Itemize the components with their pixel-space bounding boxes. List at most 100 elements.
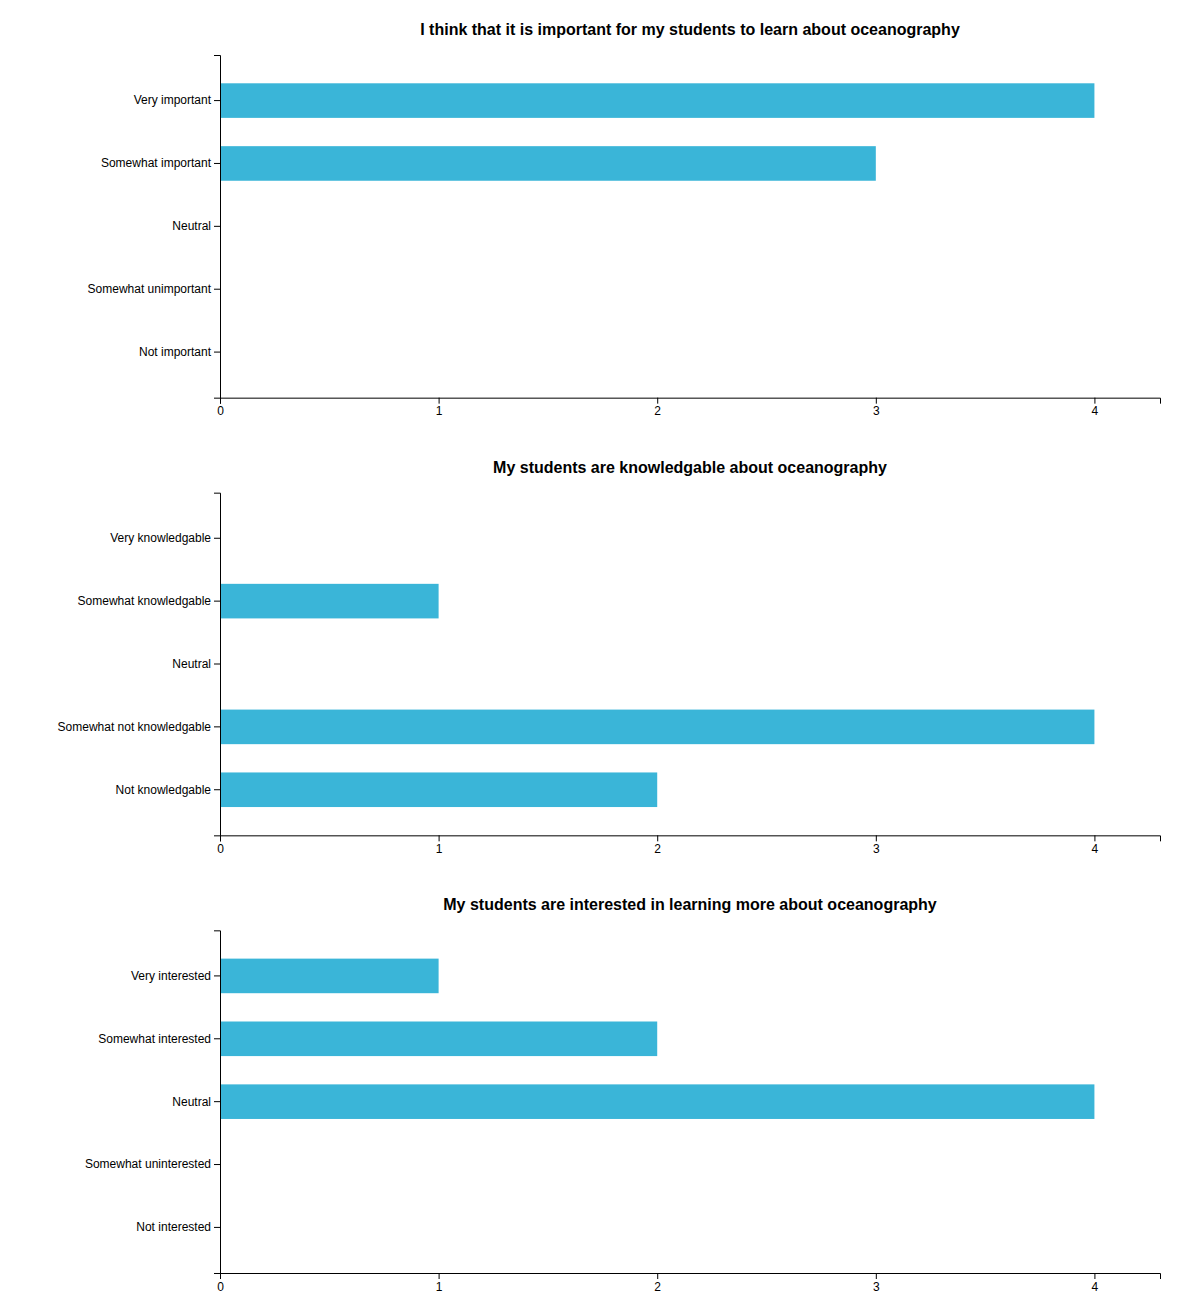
x-tick: 3 bbox=[873, 835, 880, 856]
y-tick-mark bbox=[214, 1101, 220, 1102]
y-tick-label: Neutral bbox=[172, 657, 211, 671]
y-tick-mark bbox=[214, 1227, 220, 1228]
y-tick-label: Very knowledgable bbox=[110, 531, 211, 545]
x-tick: 4 bbox=[1092, 1273, 1099, 1294]
x-axis: 0 1 2 3 4 bbox=[217, 835, 1160, 856]
bar bbox=[220, 959, 439, 994]
y-tick-label: Very important bbox=[134, 93, 212, 107]
y-axis-line bbox=[214, 931, 221, 1274]
y-tick: Neutral bbox=[172, 657, 220, 671]
y-tick: Somewhat uninterested bbox=[85, 1157, 220, 1171]
x-tick-mark bbox=[876, 835, 877, 841]
x-tick-mark bbox=[439, 835, 440, 841]
x-tick: 4 bbox=[1092, 835, 1099, 856]
y-tick-label: Somewhat important bbox=[101, 156, 212, 170]
y-tick-label: Somewhat not knowledgable bbox=[58, 720, 212, 734]
x-tick-mark bbox=[439, 398, 440, 404]
panel: 01234Very importantSomewhat importantNeu… bbox=[88, 21, 1161, 418]
y-tick-mark bbox=[214, 352, 220, 353]
y-tick-label: Very interested bbox=[131, 969, 211, 983]
x-tick-label: 0 bbox=[217, 842, 224, 856]
x-tick-label: 4 bbox=[1092, 404, 1099, 418]
plot-area: 0 1 2 3 4 Very knowledgable Somewhat knowledga… bbox=[58, 493, 1161, 856]
x-tick-mark bbox=[657, 1273, 658, 1279]
x-tick: 1 bbox=[436, 1273, 443, 1294]
x-axis-line bbox=[221, 1274, 1161, 1280]
x-tick-mark bbox=[876, 398, 877, 404]
x-tick-label: 0 bbox=[217, 1280, 224, 1294]
chart-title: My students are interested in learning m… bbox=[443, 896, 937, 913]
y-tick-label: Somewhat unimportant bbox=[88, 282, 212, 296]
x-tick-label: 1 bbox=[436, 404, 443, 418]
bar bbox=[220, 710, 1094, 745]
y-tick: Not knowledgable bbox=[116, 783, 220, 797]
plot-area: 01234Very importantSomewhat importantNeu… bbox=[88, 56, 1161, 419]
x-tick: 3 bbox=[873, 1273, 880, 1294]
x-tick-mark bbox=[1094, 835, 1095, 841]
y-tick: Somewhat knowledgable bbox=[78, 594, 220, 608]
y-tick: Somewhat unimportant bbox=[88, 282, 220, 296]
x-tick: 4 bbox=[1092, 398, 1099, 419]
x-axis-line bbox=[221, 836, 1161, 842]
y-tick: Very knowledgable bbox=[110, 531, 220, 545]
y-tick: Neutral bbox=[172, 219, 220, 233]
y-tick: Somewhat important bbox=[101, 156, 220, 170]
y-tick-label: Not interested bbox=[136, 1220, 211, 1234]
x-axis-line bbox=[221, 398, 1161, 404]
x-tick: 2 bbox=[654, 398, 661, 419]
y-tick-mark bbox=[214, 601, 220, 602]
y-tick-label: Not knowledgable bbox=[116, 783, 212, 797]
x-tick: 2 bbox=[654, 835, 661, 856]
y-tick: Very interested bbox=[131, 969, 220, 983]
bar bbox=[220, 83, 1094, 118]
x-tick-label: 2 bbox=[654, 842, 661, 856]
bar bbox=[220, 1022, 657, 1057]
bars bbox=[220, 959, 1094, 1119]
panel: 0 1 2 3 4 Very knowledgable Somewhat knowledga… bbox=[58, 459, 1161, 856]
y-axis-line bbox=[214, 56, 221, 399]
y-tick-mark bbox=[214, 726, 220, 727]
y-tick: Neutral bbox=[172, 1095, 220, 1109]
y-axis-line bbox=[214, 493, 221, 836]
y-tick-label: Neutral bbox=[172, 1095, 211, 1109]
x-tick-mark bbox=[439, 1273, 440, 1279]
y-axis: Very interested Somewhat interested Neutra… bbox=[85, 931, 221, 1274]
x-tick-label: 3 bbox=[873, 842, 880, 856]
x-tick: 0 bbox=[217, 1273, 224, 1294]
y-tick-mark bbox=[214, 538, 220, 539]
y-axis: Very important Somewhat important Neutral S… bbox=[88, 56, 221, 399]
y-tick: Somewhat not knowledgable bbox=[58, 720, 220, 734]
y-tick-label: Somewhat knowledgable bbox=[78, 594, 212, 608]
y-axis: Very knowledgable Somewhat knowledgable Ne… bbox=[58, 493, 221, 836]
y-tick: Very important bbox=[134, 93, 220, 107]
x-tick-mark bbox=[1094, 398, 1095, 404]
x-tick-mark bbox=[1094, 1273, 1095, 1279]
y-tick: Not interested bbox=[136, 1220, 220, 1234]
x-tick-label: 1 bbox=[436, 1280, 443, 1294]
y-tick: Somewhat interested bbox=[98, 1032, 220, 1046]
bars bbox=[220, 584, 1094, 807]
x-axis: 01234 bbox=[217, 398, 1160, 419]
bar bbox=[220, 772, 657, 807]
x-tick-label: 4 bbox=[1092, 1280, 1099, 1294]
x-tick: 0 bbox=[217, 835, 224, 856]
x-tick: 0 bbox=[217, 398, 224, 419]
x-tick: 1 bbox=[436, 835, 443, 856]
y-tick-mark bbox=[214, 226, 220, 227]
y-tick-mark bbox=[214, 163, 220, 164]
x-tick-label: 1 bbox=[436, 842, 443, 856]
x-tick-label: 3 bbox=[873, 1280, 880, 1294]
x-tick-label: 4 bbox=[1092, 842, 1099, 856]
x-tick-mark bbox=[657, 835, 658, 841]
y-tick-mark bbox=[214, 289, 220, 290]
y-tick-mark bbox=[214, 789, 220, 790]
y-tick-mark bbox=[214, 975, 220, 976]
chart-title: My students are knowledgable about ocean… bbox=[493, 459, 887, 476]
x-tick: 2 bbox=[654, 1273, 661, 1294]
y-tick: Not important bbox=[139, 345, 220, 359]
y-tick-mark bbox=[214, 1164, 220, 1165]
y-tick-mark bbox=[214, 1038, 220, 1039]
y-tick-label: Neutral bbox=[172, 219, 211, 233]
bars bbox=[220, 83, 1094, 180]
x-tick-label: 0 bbox=[217, 404, 224, 418]
